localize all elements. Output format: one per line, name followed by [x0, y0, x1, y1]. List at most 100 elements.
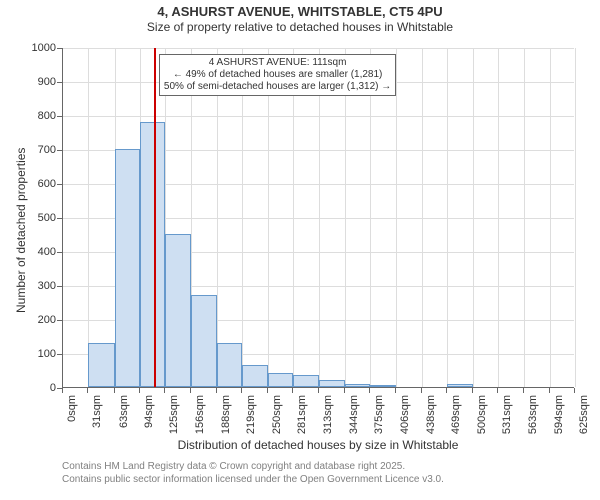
- xtick-mark: [549, 388, 550, 393]
- xtick-label: 625sqm: [578, 395, 590, 434]
- xtick-label: 500sqm: [476, 395, 488, 434]
- xtick-label: 406sqm: [399, 395, 411, 434]
- xtick-label: 313sqm: [322, 395, 334, 434]
- histogram-bar: [370, 385, 395, 387]
- ytick-label: 800: [26, 110, 56, 122]
- xtick-mark: [369, 388, 370, 393]
- xtick-label: 563sqm: [527, 395, 539, 434]
- ytick-mark: [57, 218, 62, 219]
- xtick-label: 250sqm: [271, 395, 283, 434]
- ytick-mark: [57, 320, 62, 321]
- xtick-mark: [446, 388, 447, 393]
- xtick-mark: [344, 388, 345, 393]
- gridline-vertical: [473, 48, 474, 387]
- ytick-label: 700: [26, 144, 56, 156]
- gridline-vertical: [242, 48, 243, 387]
- xtick-mark: [87, 388, 88, 393]
- gridline-vertical: [319, 48, 320, 387]
- ytick-mark: [57, 252, 62, 253]
- xtick-mark: [574, 388, 575, 393]
- xtick-label: 125sqm: [168, 395, 180, 434]
- xtick-label: 438sqm: [425, 395, 437, 434]
- xtick-label: 469sqm: [450, 395, 462, 434]
- ytick-label: 600: [26, 178, 56, 190]
- xtick-mark: [62, 388, 63, 393]
- footer-line1: Contains HM Land Registry data © Crown c…: [62, 460, 444, 473]
- histogram-bar: [140, 122, 165, 387]
- xtick-mark: [164, 388, 165, 393]
- plot-area: [62, 48, 574, 388]
- ytick-label: 100: [26, 348, 56, 360]
- xtick-mark: [497, 388, 498, 393]
- footer-line2: Contains public sector information licen…: [62, 473, 444, 486]
- histogram-bar: [447, 384, 472, 387]
- x-axis-label: Distribution of detached houses by size …: [62, 438, 574, 452]
- gridline-vertical: [498, 48, 499, 387]
- ytick-mark: [57, 184, 62, 185]
- histogram-bar: [217, 343, 242, 387]
- xtick-label: 31sqm: [91, 395, 103, 428]
- xtick-label: 531sqm: [501, 395, 513, 434]
- chart-title: 4, ASHURST AVENUE, WHITSTABLE, CT5 4PU: [0, 0, 600, 20]
- ytick-mark: [57, 116, 62, 117]
- chart-container: 4, ASHURST AVENUE, WHITSTABLE, CT5 4PU S…: [0, 0, 600, 500]
- xtick-mark: [472, 388, 473, 393]
- ytick-mark: [57, 48, 62, 49]
- gridline-vertical: [396, 48, 397, 387]
- xtick-mark: [292, 388, 293, 393]
- xtick-mark: [267, 388, 268, 393]
- xtick-label: 375sqm: [373, 395, 385, 434]
- ytick-mark: [57, 354, 62, 355]
- gridline-vertical: [524, 48, 525, 387]
- histogram-bar: [345, 384, 370, 387]
- gridline-vertical: [345, 48, 346, 387]
- annotation-line3: 50% of semi-detached houses are larger (…: [164, 81, 391, 93]
- ytick-label: 500: [26, 212, 56, 224]
- histogram-bar: [242, 365, 267, 387]
- annotation-line2: ← 49% of detached houses are smaller (1,…: [164, 69, 391, 81]
- footer-attribution: Contains HM Land Registry data © Crown c…: [62, 460, 444, 486]
- xtick-mark: [318, 388, 319, 393]
- ytick-label: 400: [26, 246, 56, 258]
- ytick-label: 0: [26, 382, 56, 394]
- xtick-label: 0sqm: [66, 395, 78, 422]
- annotation-box: 4 ASHURST AVENUE: 111sqm ← 49% of detach…: [159, 54, 396, 96]
- histogram-bar: [319, 380, 344, 387]
- gridline-vertical: [293, 48, 294, 387]
- xtick-mark: [241, 388, 242, 393]
- histogram-bar: [268, 373, 293, 387]
- gridline-vertical: [217, 48, 218, 387]
- gridline-vertical: [268, 48, 269, 387]
- xtick-label: 156sqm: [194, 395, 206, 434]
- xtick-mark: [114, 388, 115, 393]
- chart-subtitle: Size of property relative to detached ho…: [0, 20, 600, 34]
- ytick-mark: [57, 82, 62, 83]
- annotation-line1: 4 ASHURST AVENUE: 111sqm: [164, 57, 391, 69]
- gridline-vertical: [575, 48, 576, 387]
- ytick-label: 900: [26, 76, 56, 88]
- xtick-mark: [139, 388, 140, 393]
- xtick-label: 63sqm: [118, 395, 130, 428]
- ytick-label: 200: [26, 314, 56, 326]
- xtick-label: 188sqm: [220, 395, 232, 434]
- gridline-vertical: [447, 48, 448, 387]
- xtick-label: 219sqm: [245, 395, 257, 434]
- histogram-bar: [115, 149, 140, 387]
- xtick-label: 94sqm: [143, 395, 155, 428]
- histogram-bar: [165, 234, 190, 387]
- gridline-vertical: [370, 48, 371, 387]
- histogram-bar: [88, 343, 114, 387]
- xtick-mark: [190, 388, 191, 393]
- gridline-vertical: [550, 48, 551, 387]
- xtick-mark: [216, 388, 217, 393]
- xtick-mark: [421, 388, 422, 393]
- xtick-mark: [395, 388, 396, 393]
- gridline-vertical: [88, 48, 89, 387]
- ytick-mark: [57, 150, 62, 151]
- xtick-label: 594sqm: [553, 395, 565, 434]
- ytick-label: 300: [26, 280, 56, 292]
- xtick-label: 281sqm: [296, 395, 308, 434]
- xtick-mark: [523, 388, 524, 393]
- ytick-label: 1000: [26, 42, 56, 54]
- gridline-vertical: [422, 48, 423, 387]
